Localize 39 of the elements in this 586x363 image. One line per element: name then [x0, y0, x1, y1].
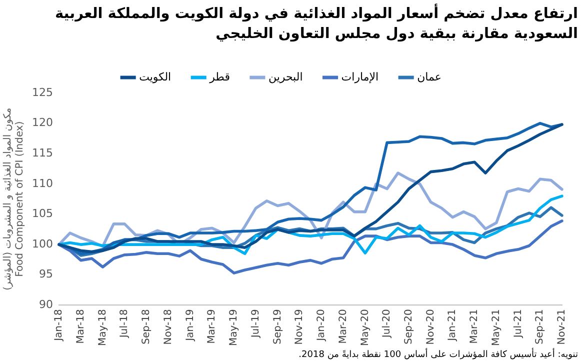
legend-label: الكويت	[139, 70, 172, 84]
x-tick-label: Jul-21	[512, 309, 524, 339]
y-tick-label: 125	[32, 86, 53, 99]
x-tick-label: Nov-20	[425, 309, 436, 345]
x-tick-label: Jan-20	[316, 309, 328, 342]
x-tick-label: Sep-19	[272, 309, 284, 344]
text: تنويه: أعيد تأسيس كافة المؤشرات على أساس 100 نقطة بدايةً من 2018.	[298, 350, 579, 362]
x-tick-label: Mar-21	[469, 309, 480, 344]
y-tick-label: 110	[32, 176, 53, 190]
x-tick-label: Nov-21	[556, 309, 568, 345]
x-tick-label: Nov-18	[162, 309, 174, 345]
y-tick-label: 100	[32, 237, 53, 250]
chart-title: ارتفاع معدل تضخم أسعار المواد الغذائية في دولة الكويت والمملكة العربية السعودية مقارنة ببقية دول مجلس التعاون الخليجي	[54, 2, 579, 44]
y-tick-label: 115	[32, 146, 53, 160]
x-tick-label: Mar-20	[338, 309, 349, 344]
x-tick-label: Mar-19	[206, 309, 218, 344]
x-tick-label: Jul-20	[382, 309, 393, 339]
x-tick-label: May-18	[97, 309, 108, 346]
x-tick-label: Jan-19	[184, 309, 196, 342]
x-tick-label: Nov-19	[294, 309, 306, 345]
x-tick-label: Jan-18	[54, 309, 65, 342]
y-tick-label: 120	[32, 116, 53, 130]
x-tick-label: Jul-18	[119, 309, 130, 339]
legend-label: البحرين	[268, 70, 303, 84]
x-tick-label: Jul-19	[250, 309, 262, 339]
x-tick-label: May-21	[490, 309, 502, 346]
legend-label: قطر	[208, 70, 230, 84]
x-tick-label: Jan-21	[447, 309, 458, 342]
y-tick-label: 90	[38, 298, 53, 312]
x-tick-label: Sep-21	[534, 309, 546, 344]
y-tick-label: 105	[32, 207, 53, 220]
x-tick-label: Sep-20	[404, 309, 415, 344]
y-tick-label: 95	[38, 268, 53, 281]
x-tick-label: May-20	[360, 309, 371, 346]
x-tick-label: Sep-18	[141, 309, 152, 344]
x-tick-label: Mar-18	[75, 309, 86, 344]
legend-label: عمان	[417, 70, 442, 84]
x-tick-label: May-19	[228, 309, 240, 346]
legend-label: الإمارات	[341, 70, 379, 84]
